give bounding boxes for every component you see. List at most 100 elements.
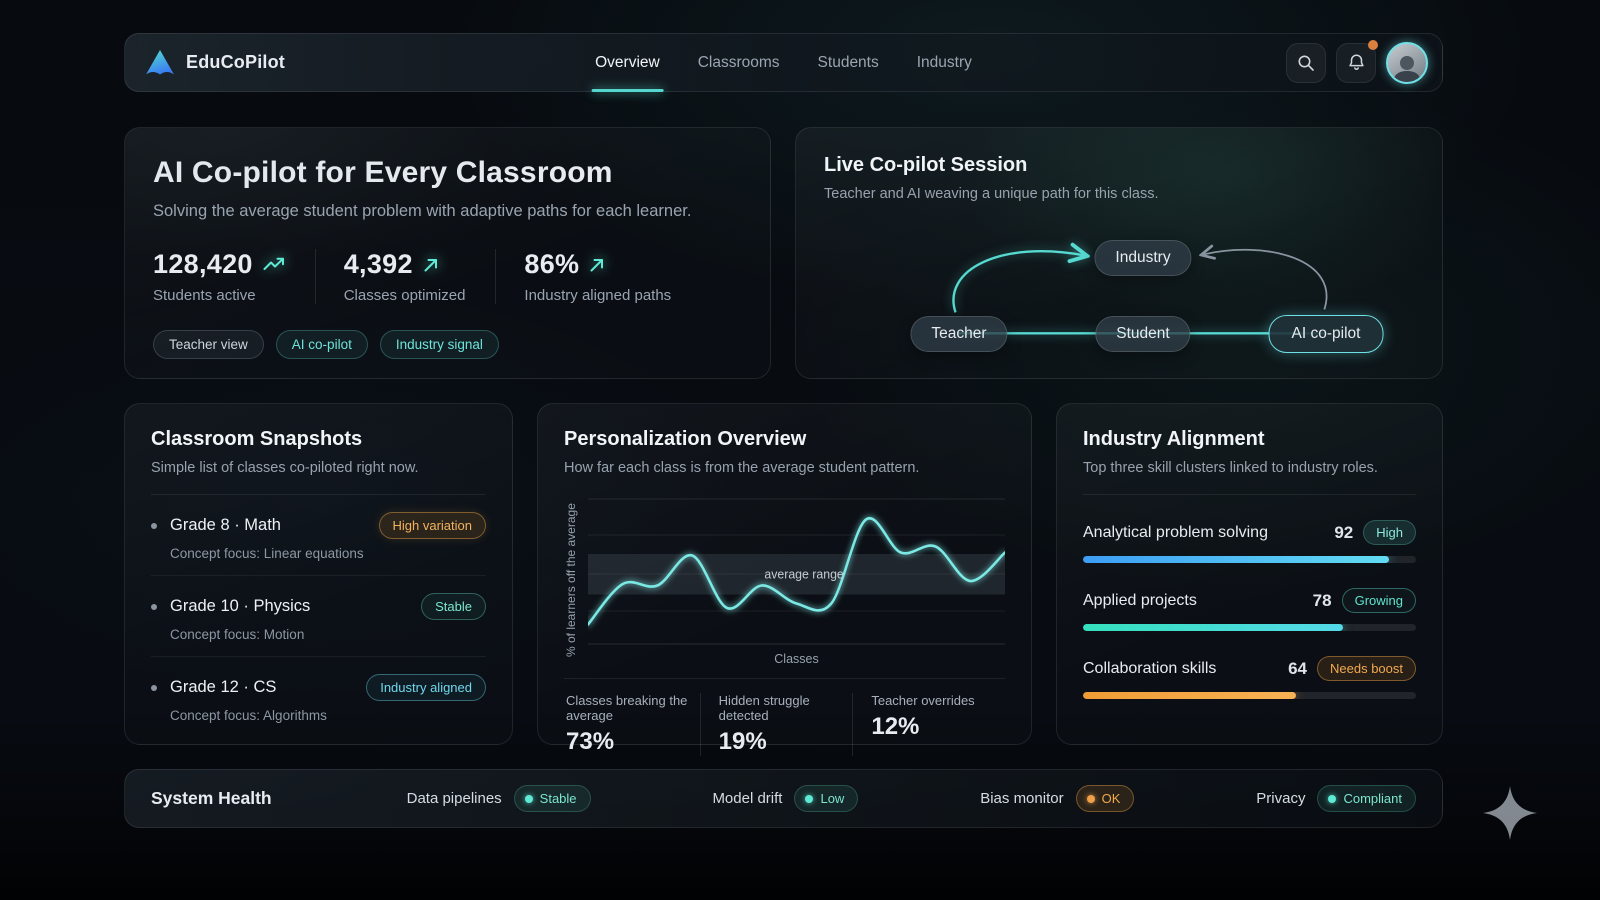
skill-row-applied: Applied projects 78 Growing <box>1083 588 1416 631</box>
stat-classes-optimized: 4,392 Classes optimized <box>314 249 496 304</box>
nav-tab-industry[interactable]: Industry <box>916 53 972 71</box>
session-title: Live Co-pilot Session <box>824 154 1028 176</box>
skill-badge: Growing <box>1341 588 1416 613</box>
diagram-node-ai-copilot[interactable]: AI co-pilot <box>1268 315 1384 353</box>
diagram-node-industry[interactable]: Industry <box>1094 240 1192 276</box>
status-text: Low <box>820 791 845 806</box>
notifications-button[interactable] <box>1336 39 1378 83</box>
chart-x-axis-label: Classes <box>774 652 819 666</box>
personalization-subtitle: How far each class is from the average s… <box>564 460 920 476</box>
app-logo-icon <box>145 49 175 76</box>
nav-tab-overview[interactable]: Overview <box>591 34 664 92</box>
stat-industry-aligned: 86% Industry aligned paths <box>495 249 701 304</box>
class-row-grade12-cs[interactable]: Grade 12 · CS Industry aligned Concept f… <box>151 656 486 737</box>
health-data-pipelines: Data pipelines Stable <box>407 785 591 812</box>
status-pill: Compliant <box>1317 785 1416 812</box>
status-text: Compliant <box>1343 791 1402 806</box>
status-text: OK <box>1101 791 1121 806</box>
arrow-up-right-icon <box>423 257 439 273</box>
diagram-node-teacher[interactable]: Teacher <box>910 316 1008 352</box>
health-privacy: Privacy Compliant <box>1256 785 1416 812</box>
hero-title: AI Co-pilot for Every Classroom <box>153 156 613 189</box>
stat-value: 4,392 <box>343 249 413 279</box>
skill-row-analytical: Analytical problem solving 92 High <box>1083 520 1416 563</box>
dashboard-page: EduCoPilot Overview Classrooms Students … <box>124 33 1443 828</box>
status-pill: OK <box>1075 785 1135 812</box>
system-health-bar: System Health Data pipelines Stable Mode… <box>124 769 1443 828</box>
system-health-items: Data pipelines Stable Model drift Low Bi… <box>407 785 1416 812</box>
class-focus: Concept focus: Linear equations <box>170 546 364 561</box>
brand[interactable]: EduCoPilot <box>145 49 285 76</box>
hero-stats: 128,420 Students active 4,392 <box>153 249 742 304</box>
hero-card: AI Co-pilot for Every Classroom Solving … <box>124 127 771 379</box>
main-nav: Overview Classrooms Students Industry <box>591 34 972 92</box>
tag-ai-copilot[interactable]: AI co-pilot <box>275 330 368 359</box>
search-icon <box>1297 54 1315 72</box>
class-name: Grade 12 · CS <box>170 678 277 696</box>
deviation-chart: % of learners off the average <box>564 494 1005 666</box>
tag-industry-signal[interactable]: Industry signal <box>379 330 499 359</box>
class-name: Grade 10 · Physics <box>170 597 311 615</box>
sparkle-icon <box>1482 785 1538 846</box>
arrow-up-right-icon <box>589 257 605 273</box>
chart-y-axis-label: % of learners off the average <box>564 503 578 657</box>
band-label: average range <box>764 567 843 581</box>
user-avatar[interactable] <box>1386 41 1428 84</box>
health-label: Privacy <box>1256 790 1306 807</box>
skill-name: Applied projects <box>1083 591 1197 609</box>
class-focus: Concept focus: Motion <box>170 627 305 642</box>
stat-value: 86% <box>524 249 580 279</box>
skill-name: Analytical problem solving <box>1083 523 1268 541</box>
skill-progress-track <box>1083 692 1416 699</box>
skill-badge: High <box>1363 520 1416 545</box>
divider <box>151 494 486 495</box>
personalization-stats: Classes breaking the average 73% Hidden … <box>564 678 1005 756</box>
status-dot-icon <box>805 794 814 803</box>
skill-score: 78 <box>1312 590 1332 610</box>
stat-label: Classes breaking the average <box>566 693 688 723</box>
live-session-card: Live Co-pilot Session Teacher and AI wea… <box>795 127 1443 379</box>
class-focus: Concept focus: Algorithms <box>170 708 327 723</box>
tag-teacher-view[interactable]: Teacher view <box>153 330 264 359</box>
brand-name: EduCoPilot <box>186 52 285 72</box>
nav-tab-students[interactable]: Students <box>817 53 879 71</box>
class-row-grade10-physics[interactable]: Grade 10 · Physics Stable Concept focus:… <box>151 575 486 656</box>
industry-title: Industry Alignment <box>1083 428 1265 450</box>
skill-progress-track <box>1083 624 1416 631</box>
health-label: Data pipelines <box>406 790 502 807</box>
bullet-icon <box>151 684 157 691</box>
snapshots-title: Classroom Snapshots <box>151 428 363 450</box>
skill-row-collaboration: Collaboration skills 64 Needs boost <box>1083 656 1416 699</box>
stat-value: 128,420 <box>153 249 253 279</box>
class-name: Grade 8 · Math <box>170 516 281 534</box>
status-dot-icon <box>1086 794 1095 803</box>
status-badge: High variation <box>378 512 486 539</box>
nav-tab-classrooms[interactable]: Classrooms <box>697 53 780 71</box>
stat-hidden-struggle: Hidden struggle detected 19% <box>699 693 853 756</box>
status-text: Stable <box>539 791 577 806</box>
stat-students-active: 128,420 Students active <box>153 249 315 304</box>
status-badge: Industry aligned <box>366 674 486 701</box>
status-pill: Low <box>794 785 859 812</box>
classroom-snapshots-card: Classroom Snapshots Simple list of class… <box>124 403 513 745</box>
snapshots-subtitle: Simple list of classes co-piloted right … <box>151 460 419 476</box>
diagram-node-student[interactable]: Student <box>1095 316 1191 352</box>
class-row-grade8-math[interactable]: Grade 8 · Math High variation Concept fo… <box>151 495 486 575</box>
status-pill: Stable <box>513 785 591 812</box>
search-button[interactable] <box>1286 42 1326 83</box>
health-bias-monitor: Bias monitor OK <box>980 785 1135 812</box>
stat-value: 73% <box>566 728 615 755</box>
industry-subtitle: Top three skill clusters linked to indus… <box>1083 460 1378 476</box>
divider <box>1083 494 1416 495</box>
skill-score: 92 <box>1334 522 1354 542</box>
stat-label: Teacher overrides <box>871 693 975 708</box>
health-label: Bias monitor <box>980 790 1064 807</box>
system-health-title: System Health <box>151 788 272 808</box>
notification-badge <box>1368 39 1378 50</box>
skill-badge: Needs boost <box>1317 656 1416 681</box>
topbar-actions <box>1286 39 1428 84</box>
status-badge: Stable <box>421 593 486 620</box>
industry-alignment-card: Industry Alignment Top three skill clust… <box>1056 403 1443 745</box>
session-diagram: Industry Teacher Student AI co-pilot <box>796 128 1442 378</box>
bell-icon <box>1347 53 1366 72</box>
